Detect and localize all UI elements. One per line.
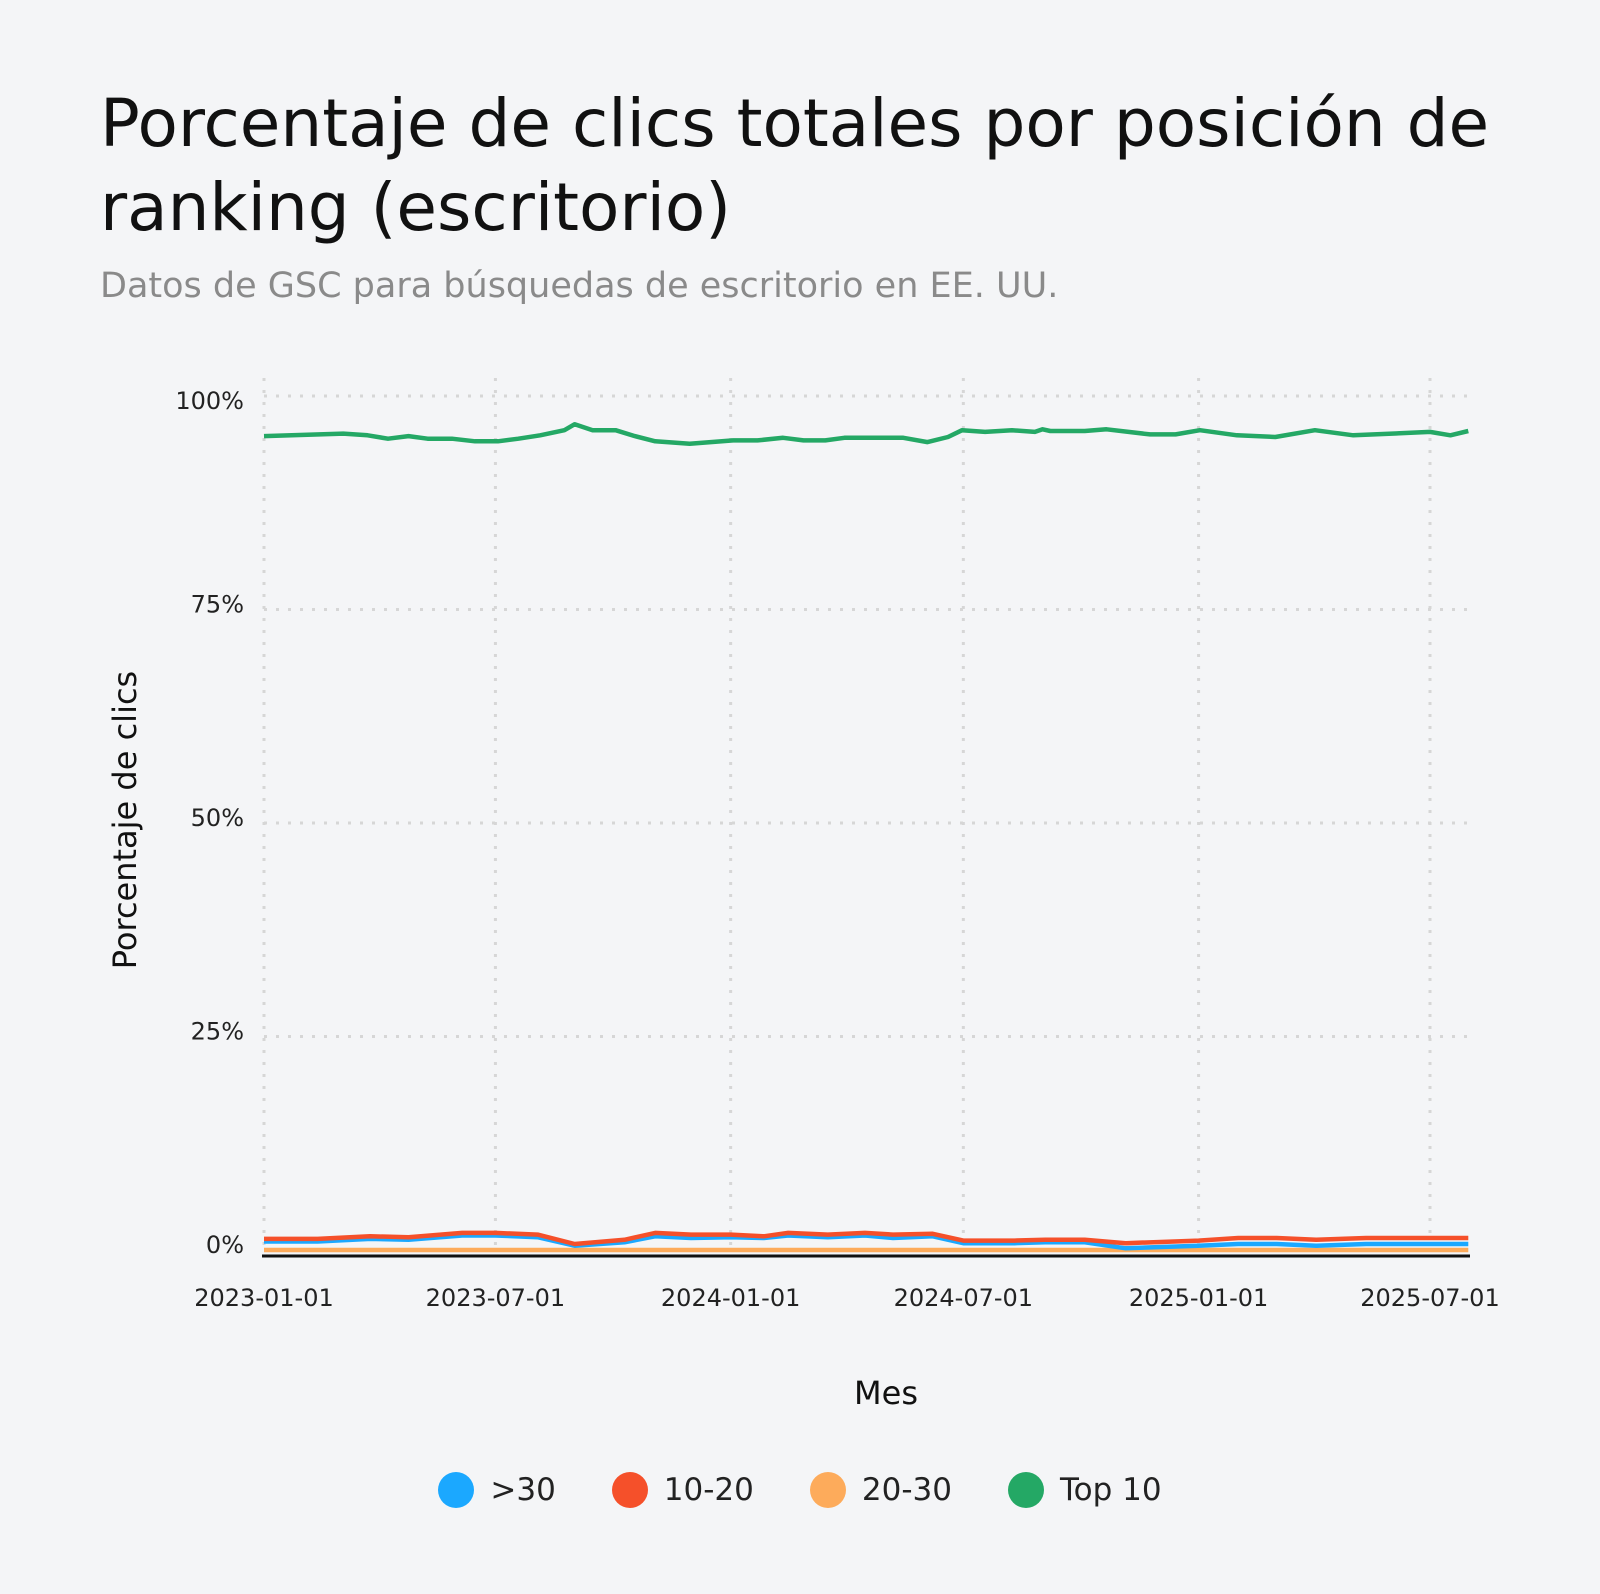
- legend-label: 10-20: [663, 1472, 754, 1508]
- x-tick-label: 2023-07-01: [426, 1284, 565, 1312]
- chart-title: Porcentaje de clics totales por posición…: [100, 85, 1490, 246]
- legend-item[interactable]: Top 10: [1007, 1472, 1162, 1508]
- x-tick-label: 2023-01-01: [194, 1284, 333, 1312]
- legend-item[interactable]: 10-20: [611, 1472, 754, 1508]
- y-axis-label: Porcentaje de clics: [106, 671, 144, 969]
- series-lines: [263, 421, 1469, 1253]
- y-tick-label: 25%: [191, 1018, 244, 1046]
- y-tick-label: 0%: [206, 1231, 244, 1259]
- legend-dot-icon: [438, 1472, 475, 1508]
- y-ticks: 0% 25% 50% 75% 100%: [175, 387, 244, 1259]
- x-ticks: 2023-01-01 2023-07-01 2024-01-01 2024-07-01…: [194, 1284, 1499, 1312]
- y-tick-label: 50%: [191, 804, 244, 832]
- legend-dot-icon: [611, 1472, 648, 1508]
- chart-subtitle: Datos de GSC para búsquedas de escritori…: [100, 266, 1059, 306]
- legend-dot-icon: [1007, 1472, 1044, 1508]
- x-tick-label: 2025-01-01: [1129, 1284, 1268, 1312]
- y-tick-label: 75%: [191, 591, 244, 619]
- series-line-top-10: [263, 421, 1469, 447]
- y-tick-label: 100%: [175, 387, 244, 415]
- legend-item[interactable]: >30: [438, 1472, 556, 1508]
- x-tick-label: 2025-07-01: [1360, 1284, 1499, 1312]
- legend-dot-icon: [809, 1472, 846, 1508]
- legend-label: >30: [490, 1472, 556, 1508]
- legend: >30 10-20 20-30 Top 10: [0, 1472, 1600, 1508]
- legend-label: Top 10: [1059, 1472, 1162, 1508]
- series-line-10-20: [264, 1230, 1469, 1247]
- grid: [262, 378, 1470, 1252]
- series-line-30: [264, 1233, 1469, 1251]
- x-axis-label: Mes: [854, 1374, 918, 1412]
- legend-label: 20-30: [861, 1472, 952, 1508]
- legend-item[interactable]: 20-30: [809, 1472, 952, 1508]
- x-tick-label: 2024-07-01: [894, 1284, 1033, 1312]
- x-tick-label: 2024-01-01: [661, 1284, 800, 1312]
